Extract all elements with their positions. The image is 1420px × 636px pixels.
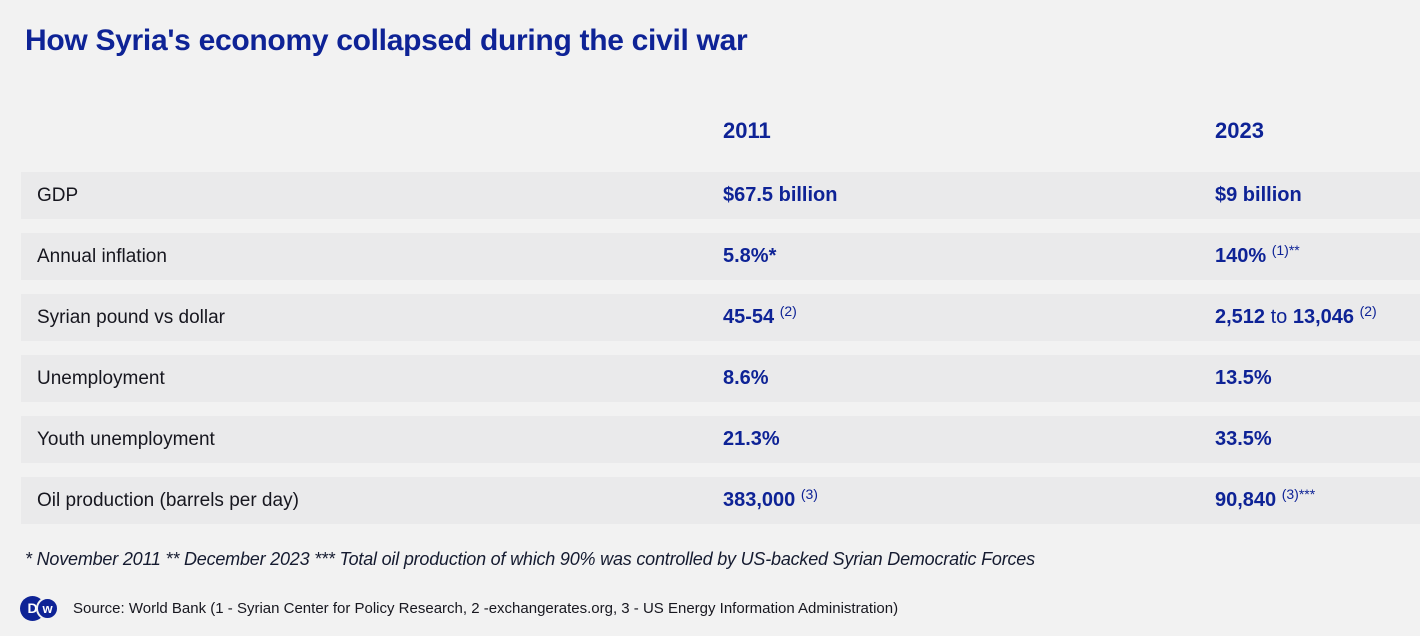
value-main: 8.6% [723,367,769,389]
column-header-2023: 2023 [1215,118,1264,143]
value-main: $9 billion [1215,184,1302,206]
footnote-text: * November 2011 ** December 2023 *** Tot… [25,549,1035,569]
table-row-pound-vs-dollar: Syrian pound vs dollar 45-54 (2) 2,512 t… [21,294,1420,341]
value-superscript: (1) [1271,242,1289,258]
value-main: $67.5 billion [723,184,838,206]
row-label: Annual inflation [37,246,167,267]
value-2023: 33.5% [1215,416,1272,463]
data-table: GDP $67.5 billion $9 billion Annual infl… [0,172,1420,538]
value-main: 2,512 [1215,306,1266,328]
column-headers: 2011 2023 [21,118,1420,146]
value-main: 13.5% [1215,367,1272,389]
value-2011: 21.3% [723,416,780,463]
table-row-oil-production: Oil production (barrels per day) 383,000… [21,477,1420,524]
page-title: How Syria's economy collapsed during the… [25,24,748,57]
value-main: 45-54 [723,306,780,328]
value-main: 90,840 [1215,489,1282,511]
value-2023: 140% (1)** [1215,233,1300,280]
value-superscript: (3) [1281,486,1299,502]
value-2011: 8.6% [723,355,769,402]
value-superscript: (2) [779,303,797,319]
row-label: Unemployment [37,368,165,389]
value-asterisks: *** [1298,486,1316,502]
column-header-2011: 2011 [723,118,771,143]
value-regular: to [1265,306,1293,328]
row-label: Oil production (barrels per day) [37,490,299,511]
value-main: 21.3% [723,428,780,450]
dw-logo-w-circle: w [36,597,59,620]
table-row-youth-unemployment: Youth unemployment 21.3% 33.5% [21,416,1420,463]
source-row: D w Source: World Bank (1 - Syrian Cente… [20,596,898,621]
value-asterisks: ** [1288,242,1300,258]
value-superscript: (3) [800,486,818,502]
value-main: 140% [1215,245,1272,267]
value-superscript: (2) [1359,303,1377,319]
table-row-inflation: Annual inflation 5.8%* 140% (1)** [21,233,1420,280]
value-main: 33.5% [1215,428,1272,450]
table-row-unemployment: Unemployment 8.6% 13.5% [21,355,1420,402]
table-row-gdp: GDP $67.5 billion $9 billion [21,172,1420,219]
source-text: Source: World Bank (1 - Syrian Center fo… [73,600,899,617]
row-label: Syrian pound vs dollar [37,307,225,328]
value-2023: $9 billion [1215,172,1302,219]
value-2011: 45-54 (2) [723,294,797,341]
value-2011: 5.8%* [723,233,776,280]
row-label: GDP [37,185,79,206]
value-main: 383,000 [723,489,801,511]
value-2023: 2,512 to 13,046 (2) [1215,294,1377,341]
dw-logo-icon: D w [20,596,60,621]
row-label: Youth unemployment [37,429,215,450]
value-main2: 13,046 [1292,306,1360,328]
value-2011: $67.5 billion [723,172,837,219]
value-main: 5.8%* [723,245,777,267]
value-2023: 13.5% [1215,355,1272,402]
value-2011: 383,000 (3) [723,477,818,524]
value-2023: 90,840 (3)*** [1215,477,1315,524]
